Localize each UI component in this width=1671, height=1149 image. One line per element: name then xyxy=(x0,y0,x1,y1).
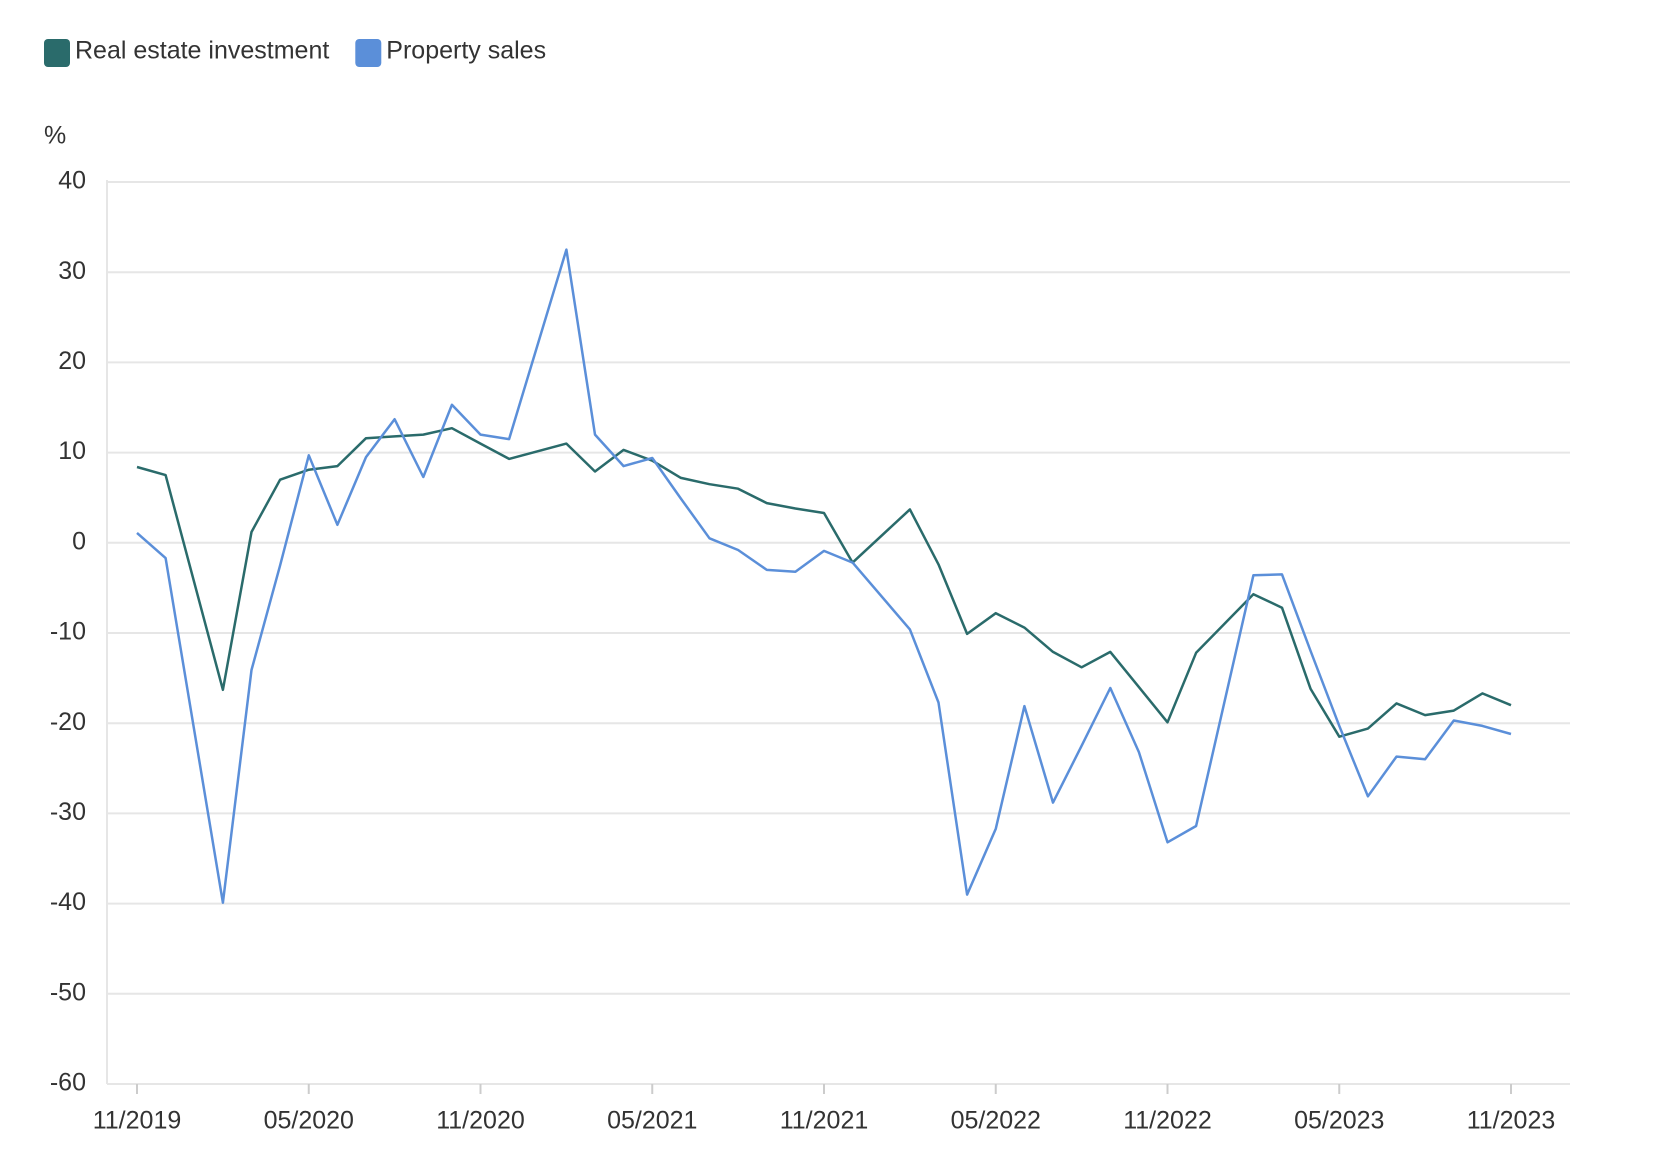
x-tick-label: 05/2022 xyxy=(951,1107,1041,1135)
x-tick-label: 11/2023 xyxy=(1467,1107,1556,1135)
y-tick-label: 0 xyxy=(72,527,86,555)
x-tick-label: 05/2021 xyxy=(607,1107,697,1135)
y-tick-label: -30 xyxy=(50,798,86,826)
y-tick-label: -50 xyxy=(50,978,86,1006)
y-tick-label: 40 xyxy=(58,167,86,195)
legend-swatch xyxy=(44,39,70,67)
legend-swatch xyxy=(355,39,382,67)
series-line xyxy=(136,248,1512,904)
y-tick-label: 20 xyxy=(58,347,86,375)
x-tick-label: 11/2022 xyxy=(1123,1107,1212,1135)
y-tick-label: -10 xyxy=(50,618,86,646)
legend-label: Property sales xyxy=(386,37,546,65)
x-tick-label: 11/2019 xyxy=(93,1107,182,1135)
y-tick-label: -40 xyxy=(50,888,86,916)
x-tick-label: 11/2021 xyxy=(780,1107,869,1135)
x-tick-label: 05/2023 xyxy=(1294,1107,1384,1135)
x-tick-label: 11/2020 xyxy=(436,1107,525,1135)
y-tick-label: -20 xyxy=(50,708,86,736)
y-tick-label: 30 xyxy=(58,257,86,285)
x-tick-label: 05/2020 xyxy=(264,1107,354,1135)
y-axis-label: % xyxy=(44,122,66,150)
y-tick-label: 10 xyxy=(58,437,86,465)
series-line xyxy=(136,426,1512,738)
legend-label: Real estate investment xyxy=(75,37,329,65)
y-tick-label: -60 xyxy=(50,1069,86,1097)
